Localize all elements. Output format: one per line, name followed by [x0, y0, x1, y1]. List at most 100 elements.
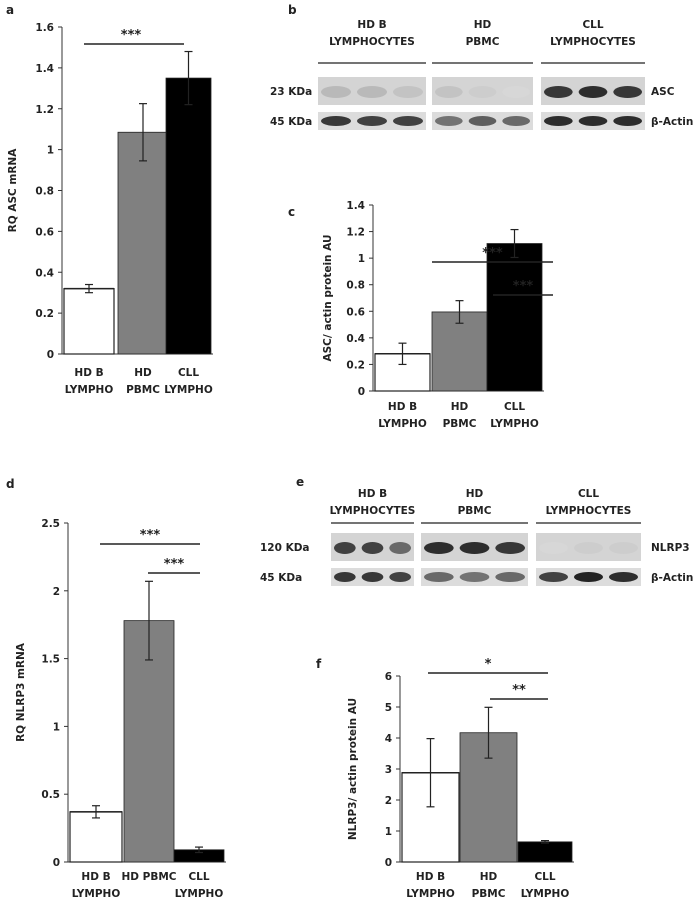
y-tick-label: 6	[385, 671, 392, 683]
molecular-weight-label: 45 KDa	[270, 116, 312, 128]
blot-band	[393, 116, 423, 126]
blot-group-label: HD	[466, 488, 484, 500]
bar	[69, 811, 123, 863]
category-label: HD	[134, 367, 152, 379]
bar	[165, 77, 212, 355]
blot-band	[424, 542, 454, 554]
category-label: HD PBMC	[121, 871, 176, 883]
blot-group-label: PBMC	[458, 505, 492, 517]
blot-band	[357, 116, 387, 126]
blot-band	[539, 542, 568, 554]
y-tick-label: 0.4	[346, 333, 365, 345]
y-tick-label: 0.8	[346, 280, 365, 292]
y-tick-label: 0.8	[35, 186, 54, 198]
protein-label: β-Actin	[651, 116, 693, 128]
y-axis-label: NLRP3/ actin protein AU	[347, 698, 359, 840]
blot-group-label: CLL	[582, 19, 603, 31]
y-tick-label: 3	[385, 764, 392, 776]
blot-band	[393, 86, 423, 98]
blot-band	[578, 116, 608, 126]
significance-marker: *	[485, 657, 492, 672]
panel-letter-e: e	[296, 475, 304, 489]
bar	[63, 288, 115, 355]
blot-band	[574, 542, 603, 554]
protein-label: β-Actin	[651, 572, 693, 584]
blot-group-label: HD B	[357, 19, 386, 31]
category-label: PBMC	[472, 888, 506, 900]
category-label: CLL	[504, 401, 525, 413]
y-tick-label: 1.4	[346, 200, 365, 212]
blot-group-label: LYMPHOCYTES	[330, 505, 416, 517]
blots-layer: HD B LYMPHOCYTES HD PBMC CLL LYMPHOCYTES 23 KD…	[260, 19, 693, 586]
y-tick-label: 1.5	[41, 654, 60, 666]
blot-group-label: LYMPHOCYTES	[546, 505, 632, 517]
molecular-weight-label: 23 KDa	[270, 86, 312, 98]
blot-group-label: LYMPHOCYTES	[329, 36, 415, 48]
y-tick-label: 2	[53, 586, 60, 598]
blot-band	[321, 116, 351, 126]
protein-label: ASC	[651, 86, 675, 98]
bar	[117, 131, 169, 355]
panel-letter-d: d	[6, 477, 15, 491]
category-label: HD B	[388, 401, 417, 413]
protein-label: NLRP3	[651, 542, 690, 554]
blot-band	[459, 542, 490, 554]
bar	[431, 311, 488, 392]
blot-band	[435, 86, 463, 98]
blot-band	[613, 86, 643, 98]
category-label: LYMPHO	[65, 384, 114, 396]
significance-marker: ***	[121, 28, 142, 43]
blot-band	[435, 116, 463, 126]
blot-band	[495, 542, 525, 554]
category-label: LYMPHO	[72, 888, 121, 900]
category-label: LYMPHO	[175, 888, 224, 900]
molecular-weight-label: 120 KDa	[260, 542, 310, 554]
y-tick-label: 0	[358, 386, 365, 398]
blot-band	[613, 116, 643, 126]
blot-group-label: LYMPHOCYTES	[550, 36, 636, 48]
blot-band	[357, 86, 387, 98]
significance-marker: ***	[164, 557, 185, 572]
blot-band	[321, 86, 351, 98]
chart-a: 0 0.2 0.4 0.6 0.8 1 1.2 1.4 1.6 RQ ASC mRNA HD B LY…	[7, 22, 213, 396]
panel-letter-b: b	[288, 3, 297, 17]
y-tick-label: 1.2	[35, 104, 54, 116]
panel-letter-c: c	[288, 205, 295, 219]
y-tick-label: 2	[385, 795, 392, 807]
y-axis-label: RQ NLRP3 mRNA	[15, 642, 27, 742]
y-tick-label: 0.6	[35, 226, 54, 238]
category-label: LYMPHO	[521, 888, 570, 900]
significance-marker: ***	[140, 528, 161, 543]
category-label: LYMPHO	[378, 418, 427, 430]
category-label: HD B	[81, 871, 110, 883]
y-tick-label: 1.6	[35, 22, 54, 34]
significance-marker: ***	[482, 246, 503, 261]
bar	[486, 243, 543, 392]
blot-band	[361, 572, 384, 582]
blot-band	[389, 542, 411, 554]
bar	[123, 620, 175, 863]
category-label: PBMC	[443, 418, 477, 430]
y-tick-label: 0.4	[35, 267, 54, 279]
y-tick-label: 1.2	[346, 227, 365, 239]
blot-band	[502, 86, 530, 98]
blot-group-label: PBMC	[466, 36, 500, 48]
blot-band	[468, 86, 497, 98]
western-blot-b: HD B LYMPHOCYTES HD PBMC CLL LYMPHOCYTES 23 KD…	[270, 19, 693, 130]
y-tick-label: 2.5	[41, 518, 60, 530]
y-tick-label: 0	[47, 349, 54, 361]
molecular-weight-label: 45 KDa	[260, 572, 302, 584]
category-label: CLL	[188, 871, 209, 883]
y-tick-label: 4	[385, 733, 392, 745]
charts-layer: 0 0.2 0.4 0.6 0.8 1 1.2 1.4 1.6 RQ ASC mRNA HD B LY…	[7, 22, 574, 900]
y-tick-label: 0	[53, 857, 60, 869]
y-tick-label: 5	[385, 702, 392, 714]
y-tick-label: 0.6	[346, 306, 365, 318]
category-label: LYMPHO	[490, 418, 539, 430]
category-label: CLL	[178, 367, 199, 379]
y-tick-label: 1	[385, 826, 392, 838]
category-label: LYMPHO	[406, 888, 455, 900]
blot-band	[334, 572, 356, 582]
